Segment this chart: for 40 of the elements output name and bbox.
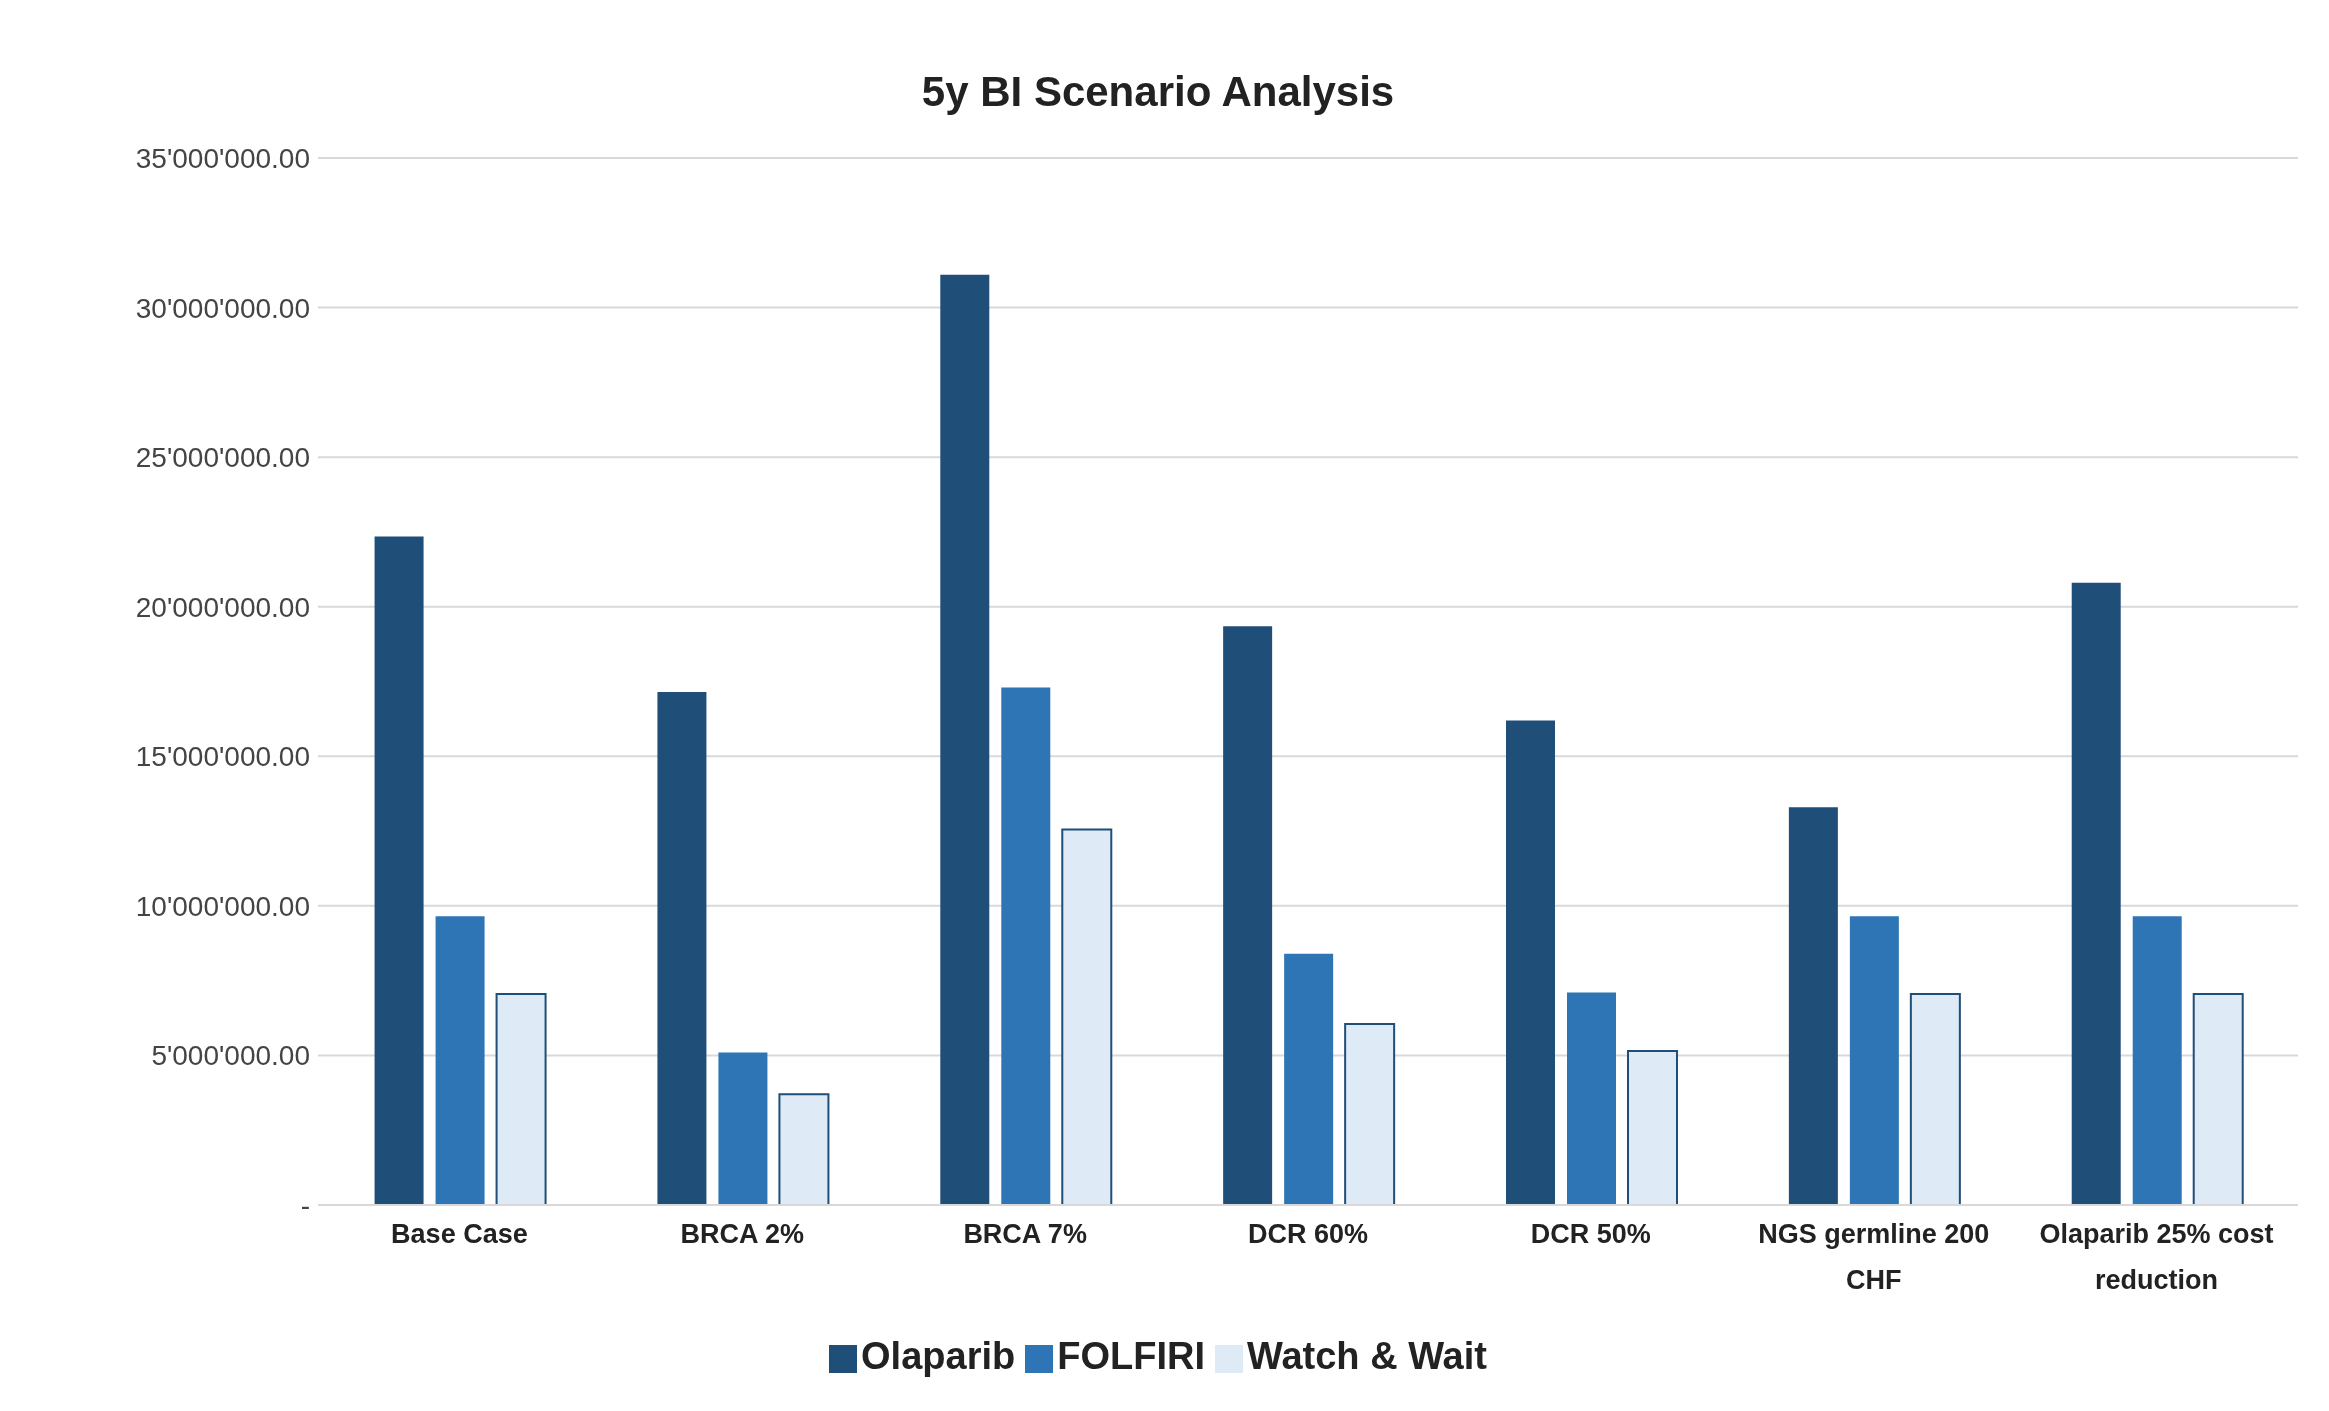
y-tick-label: 20'000'000.00 bbox=[135, 591, 310, 623]
bar bbox=[657, 691, 707, 1205]
bar bbox=[1909, 993, 1961, 1205]
bar bbox=[2071, 582, 2121, 1205]
bar bbox=[1284, 953, 1334, 1205]
y-tick-label: 15'000'000.00 bbox=[135, 741, 310, 773]
y-tick-label: 5'000'000.00 bbox=[151, 1040, 310, 1072]
bar bbox=[2132, 916, 2182, 1205]
y-tick-label: 25'000'000.00 bbox=[135, 442, 310, 474]
legend-label: FOLFIRI bbox=[1057, 1335, 1205, 1377]
y-tick-label: 10'000'000.00 bbox=[135, 890, 310, 922]
x-tick-label: BRCA 2% bbox=[680, 1219, 805, 1249]
legend-label: Watch & Wait bbox=[1246, 1335, 1487, 1377]
bar bbox=[1061, 828, 1113, 1205]
bar bbox=[940, 274, 990, 1205]
legend-label: Olaparib bbox=[861, 1335, 1016, 1377]
bar bbox=[1788, 807, 1838, 1205]
y-tick-label: - bbox=[300, 1189, 310, 1221]
bar bbox=[374, 536, 424, 1205]
x-tick-label: Base Case bbox=[391, 1219, 528, 1249]
bar bbox=[2192, 993, 2244, 1205]
bar bbox=[778, 1093, 830, 1205]
y-tick-label: 30'000'000.00 bbox=[135, 292, 310, 324]
bar bbox=[1567, 992, 1616, 1205]
bar bbox=[495, 993, 547, 1205]
x-tick-label: Olaparib 25% cost reduction bbox=[2039, 1219, 2274, 1295]
bar bbox=[1223, 626, 1273, 1205]
bar bbox=[1627, 1049, 1678, 1205]
y-tick-label: 35'000'000.00 bbox=[135, 142, 310, 174]
x-tick-label: NGS germline 200 CHF bbox=[1758, 1219, 1990, 1295]
bar bbox=[1344, 1023, 1396, 1205]
x-tick-label: DCR 60% bbox=[1247, 1219, 1369, 1249]
chart-title: 5y BI Scenario Analysis bbox=[920, 67, 1396, 117]
x-tick-label: DCR 50% bbox=[1530, 1219, 1651, 1249]
bar bbox=[718, 1052, 768, 1205]
bar bbox=[435, 916, 485, 1205]
bar bbox=[1506, 720, 1555, 1205]
x-tick-label: BRCA 7% bbox=[963, 1219, 1087, 1249]
bar bbox=[1001, 687, 1051, 1205]
bar bbox=[1849, 916, 1899, 1205]
